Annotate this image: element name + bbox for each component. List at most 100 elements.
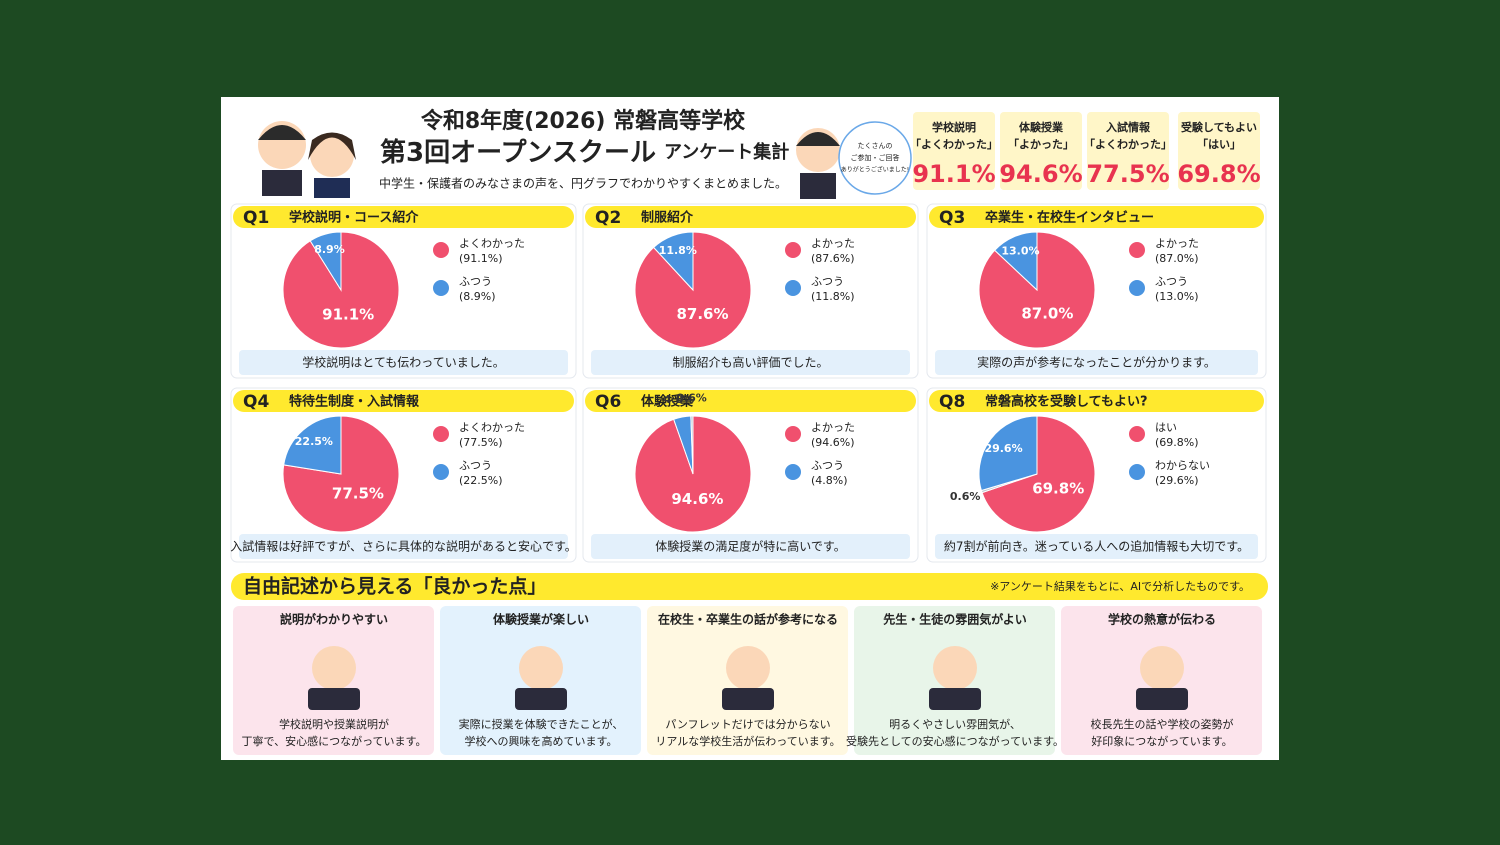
legend-label: わからない — [1155, 459, 1210, 472]
chart-title: 卒業生・在校生インタビュー — [985, 210, 1154, 226]
chart-label: Q6 — [595, 392, 621, 412]
kpi-value: 69.8% — [1177, 160, 1260, 188]
legend-label: よかった — [811, 421, 855, 434]
card-text: 校長先生の話や学校の姿勢が — [1091, 717, 1234, 731]
card-text: パンフレットだけでは分からない — [665, 718, 830, 731]
legend-swatch — [1129, 464, 1145, 480]
illustration — [258, 121, 912, 199]
legend-label: よかった — [811, 237, 855, 250]
legend-swatch — [785, 464, 801, 480]
legend-value: (8.9%) — [459, 290, 496, 303]
kpi-label: 学校説明 — [932, 120, 976, 134]
card-title: 体験授業が楽しい — [493, 612, 589, 627]
section-header — [231, 573, 1268, 600]
card-illustration — [722, 688, 774, 710]
bubble-text: たくさんの — [858, 142, 893, 150]
card-illustration — [929, 688, 981, 710]
value-label: 87.6% — [676, 305, 728, 323]
caption-box — [591, 350, 910, 375]
legend-value: (87.6%) — [811, 252, 855, 265]
legend-swatch — [785, 280, 801, 296]
chart-title: 常磐高校を受験してもよい? — [985, 394, 1148, 410]
card-title: 説明がわかりやすい — [280, 612, 388, 627]
chart-header — [585, 206, 916, 228]
caption-box — [935, 534, 1258, 559]
value-label: 91.1% — [322, 306, 374, 324]
caption-box — [239, 350, 568, 375]
chart-caption: 体験授業の満足度が特に高いです。 — [655, 539, 845, 554]
value-label: 11.8% — [659, 244, 697, 257]
pie-slice — [283, 415, 342, 475]
legend-value: (94.6%) — [811, 436, 855, 449]
value-label: 87.0% — [1021, 304, 1073, 322]
chart-header — [233, 206, 574, 228]
caption-box — [591, 534, 910, 559]
value-label: 0.6% — [950, 490, 981, 503]
legend-value: (13.0%) — [1155, 290, 1199, 303]
kpi-value: 94.6% — [999, 160, 1082, 188]
legend-label: よかった — [1155, 237, 1199, 250]
chart-title: 学校説明・コース紹介 — [289, 210, 419, 226]
chart-header — [929, 390, 1264, 412]
pie-slice — [652, 231, 694, 292]
legend-swatch — [1129, 280, 1145, 296]
chart-caption: 入試情報は好評ですが、さらに具体的な説明があると安心です。 — [230, 539, 577, 554]
chart-header — [233, 390, 574, 412]
kpi-box — [1178, 112, 1260, 190]
chart-label: Q3 — [939, 208, 965, 228]
kpi-box — [913, 112, 995, 190]
legend-swatch — [1129, 242, 1145, 258]
kpi-label: 「よくわかった」 — [910, 137, 998, 151]
legend-swatch — [1129, 426, 1145, 442]
legend-value: (11.8%) — [811, 290, 855, 303]
kpi-value: 77.5% — [1086, 160, 1169, 188]
title-line2: 第3回オープンスクール アンケート集計 — [380, 137, 789, 168]
chart-title: 制服紹介 — [641, 210, 694, 226]
card-illustration — [515, 688, 567, 710]
value-label: 69.8% — [1032, 480, 1084, 498]
legend-label: はい — [1155, 421, 1177, 434]
chart-header — [585, 390, 916, 412]
subtitle: 中学生・保護者のみなさまの声を、円グラフでわかりやすくまとめました。 — [379, 176, 787, 191]
card-text: 学校説明や授業説明が — [279, 717, 389, 731]
value-label: 29.6% — [984, 442, 1022, 455]
kpi-label: 「はい」 — [1197, 137, 1241, 151]
legend-swatch — [433, 464, 449, 480]
chart-label: Q2 — [595, 208, 621, 228]
card-text: 丁寧で、安心感につながっています。 — [242, 734, 427, 748]
value-label: 22.5% — [295, 435, 333, 448]
card-illustration — [308, 688, 360, 710]
chart-title: 特待生制度・入試情報 — [289, 394, 420, 410]
chart-caption: 学校説明はとても伝わっていました。 — [302, 355, 504, 370]
kpi-label: 入試情報 — [1106, 120, 1151, 134]
title-line1: 令和8年度(2026) 常磐高等学校 — [421, 108, 746, 134]
chart-caption: 約7割が前向き。迷っている人への追加情報も大切です。 — [944, 539, 1249, 554]
kpi-box — [1087, 112, 1169, 190]
caption-box — [239, 534, 568, 559]
legend-value: (77.5%) — [459, 436, 503, 449]
card-title: 在校生・卒業生の話が参考になる — [658, 612, 838, 627]
legend-value: (4.8%) — [811, 474, 848, 487]
bubble-text: ご参加・ご回答 — [851, 153, 900, 162]
legend-value: (29.6%) — [1155, 474, 1199, 487]
value-label: 4.8% — [664, 393, 695, 406]
legend-swatch — [785, 426, 801, 442]
legend-swatch — [785, 242, 801, 258]
legend-label: ふつう — [811, 459, 844, 472]
caption-box — [935, 350, 1258, 375]
card-text: 受験先としての安心感につながっています。 — [846, 734, 1064, 748]
card-illustration — [933, 646, 977, 690]
chart-label: Q4 — [243, 392, 269, 412]
pie-slice — [981, 415, 1096, 533]
legend-label: ふつう — [811, 275, 844, 288]
kpi-label: 受験してもよい — [1181, 120, 1257, 134]
chart-header — [929, 206, 1264, 228]
chart-label: Q1 — [243, 208, 269, 228]
kpi-label: 体験授業 — [1019, 120, 1064, 134]
kpi-label: 「よかった」 — [1008, 137, 1074, 151]
chart-label: Q8 — [939, 392, 965, 412]
card-illustration — [519, 646, 563, 690]
kpi-label: 「よくわかった」 — [1084, 137, 1172, 151]
